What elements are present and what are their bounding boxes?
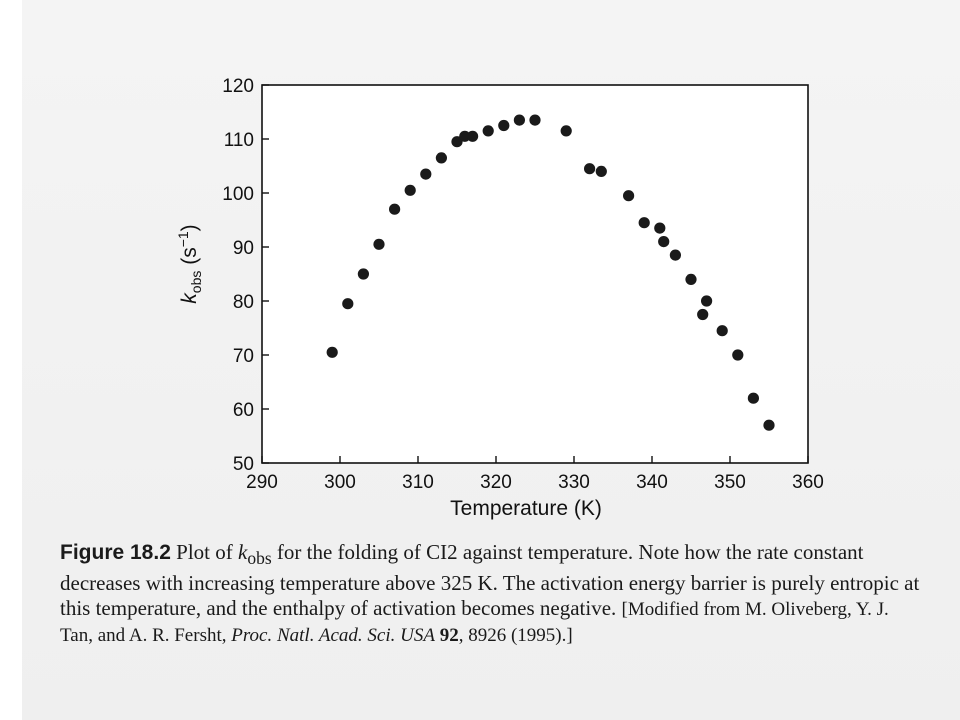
data-point: [404, 184, 416, 196]
data-point: [595, 165, 607, 177]
y-axis-label: kobs (s−1): [175, 224, 204, 303]
caption-text-1: Plot of: [170, 540, 238, 564]
data-point: [658, 236, 670, 248]
y-tick-label: 100: [222, 184, 254, 205]
y-tick-label: 60: [233, 400, 254, 421]
data-point: [482, 125, 494, 137]
data-point: [560, 125, 572, 137]
y-axis-label-superscript: −1: [175, 231, 191, 247]
caption-text-2: for the folding of CI2 against temperatu…: [60, 540, 920, 621]
data-point: [459, 130, 471, 142]
x-tick-label: 310: [402, 472, 434, 493]
x-tick-label: 320: [480, 472, 512, 493]
data-point: [389, 203, 401, 215]
y-axis-label-subscript: obs: [188, 271, 204, 294]
y-axis-label-close: ): [178, 224, 201, 231]
data-point: [373, 238, 385, 250]
data-point: [747, 392, 760, 404]
data-point: [732, 349, 744, 361]
data-point: [654, 222, 666, 234]
x-tick-label: 290: [246, 472, 278, 493]
data-point: [584, 163, 596, 175]
data-point: [701, 295, 713, 307]
data-point: [451, 136, 463, 148]
y-tick-label: 50: [233, 454, 254, 475]
data-point: [529, 114, 541, 126]
data-point: [669, 249, 682, 261]
y-tick-label: 80: [233, 292, 254, 313]
x-tick-label: 300: [324, 472, 356, 493]
caption-volume: 92: [434, 625, 459, 647]
x-axis-label: Temperature (K): [450, 497, 602, 520]
y-axis-label-symbol: k: [178, 292, 201, 304]
data-point: [357, 268, 369, 280]
data-point: [763, 419, 775, 431]
data-point: [498, 119, 510, 132]
caption-source-open: [Modified from M. Oliveberg, Y. J. Tan, …: [60, 599, 889, 647]
caption-k-symbol: k: [237, 540, 248, 564]
x-axis: 290 300 310 320 330 340 350 360: [246, 456, 824, 493]
y-tick-label: 120: [222, 76, 254, 97]
caption-journal: Proc. Natl. Acad. Sci. USA: [231, 625, 435, 647]
x-tick-label: 350: [714, 472, 746, 493]
y-tick-label: 70: [233, 346, 254, 367]
data-point: [697, 308, 709, 321]
data-point: [716, 325, 728, 337]
figure-caption: Figure 18.2 Plot of kobs for the folding…: [60, 540, 920, 648]
caption-k-subscript: obs: [247, 548, 272, 569]
y-axis-label-unit: (s: [178, 247, 201, 270]
data-point: [623, 190, 635, 202]
data-point: [638, 217, 650, 229]
data-point: [420, 168, 432, 180]
y-tick-label: 90: [233, 238, 254, 259]
y-axis: 50 60 70 80 90 100 110 120: [222, 76, 269, 475]
scatter-plot: 50 60 70 80 90 100 110 120 290 300 310 320 330 340 35…: [175, 76, 824, 520]
data-point: [685, 273, 697, 285]
data-point: [326, 346, 338, 358]
figure-label: Figure 18.2: [60, 541, 171, 564]
y-tick-label: 110: [224, 130, 254, 151]
data-point: [435, 152, 447, 164]
data-point: [342, 298, 354, 310]
data-point: [513, 114, 526, 126]
caption-source-close: , 8926 (1995).]: [458, 625, 573, 647]
data-points: [326, 114, 775, 431]
x-tick-label: 330: [558, 472, 590, 493]
plot-frame: [261, 84, 809, 464]
x-tick-label: 360: [792, 472, 824, 493]
data-point: [467, 130, 479, 142]
x-tick-label: 340: [636, 472, 668, 493]
